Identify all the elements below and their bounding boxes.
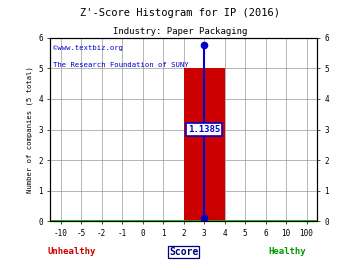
Text: Healthy: Healthy: [269, 247, 306, 256]
Text: The Research Foundation of SUNY: The Research Foundation of SUNY: [53, 62, 189, 68]
Text: Unhealthy: Unhealthy: [48, 247, 96, 256]
Text: Z'-Score Histogram for IP (2016): Z'-Score Histogram for IP (2016): [80, 8, 280, 18]
Text: ©www.textbiz.org: ©www.textbiz.org: [53, 45, 123, 51]
Text: Score: Score: [169, 247, 198, 257]
Text: Industry: Paper Packaging: Industry: Paper Packaging: [113, 27, 247, 36]
Bar: [184, 68, 225, 221]
Y-axis label: Number of companies (5 total): Number of companies (5 total): [26, 66, 33, 193]
Text: 1.1385: 1.1385: [188, 125, 220, 134]
